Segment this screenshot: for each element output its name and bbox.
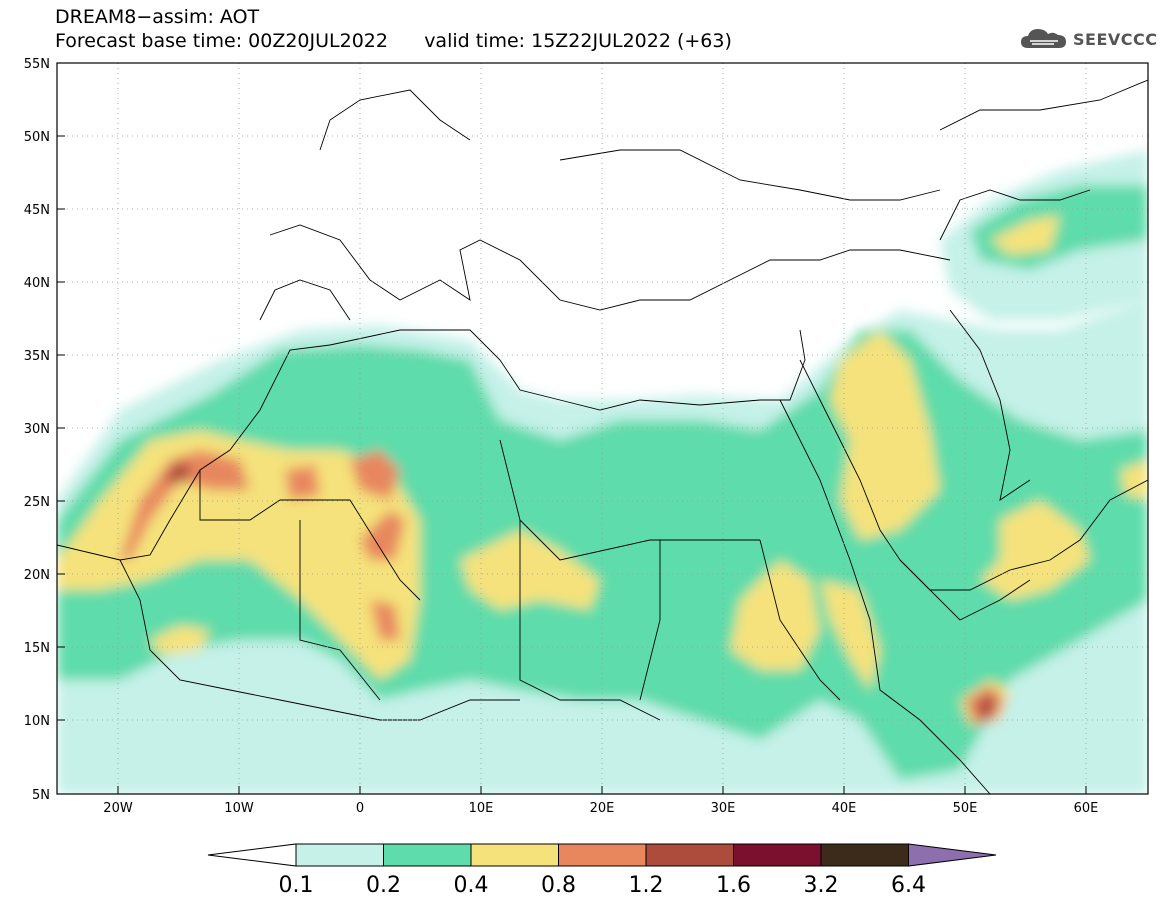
x-tick-label: 40E — [832, 801, 857, 816]
x-tick-label: 20W — [103, 801, 133, 816]
colorbar-swatch — [558, 843, 647, 867]
tick-marks — [57, 135, 1087, 794]
colorbar-label: 0.4 — [454, 873, 489, 898]
y-tick-label: 45N — [24, 203, 50, 218]
x-tick-label: 60E — [1074, 801, 1099, 816]
colorbar-swatch — [470, 843, 559, 867]
y-tick-label: 25N — [24, 495, 50, 510]
colorbar-lower-arrow — [207, 843, 297, 867]
y-tick-label: 10N — [24, 714, 50, 729]
colorbar-swatch — [295, 843, 384, 867]
y-tick-label: 5N — [32, 788, 50, 803]
colorbar-label: 3.2 — [804, 873, 839, 898]
colorbar-swatch — [645, 843, 734, 867]
colorbar-upper-arrow — [908, 843, 997, 867]
x-tick-label: 10W — [224, 801, 254, 816]
chart-title: DREAM8−assim: AOT — [55, 6, 260, 28]
forecast-times: Forecast base time: 00Z20JUL2022 valid t… — [55, 30, 732, 52]
x-tick-label: 20E — [590, 801, 615, 816]
colorbar-label: 0.8 — [541, 873, 576, 898]
colorbar-label: 6.4 — [891, 873, 926, 898]
x-tick-label: 50E — [953, 801, 978, 816]
aot-band-0.8 — [120, 450, 1005, 725]
grid-lines — [57, 63, 1148, 794]
y-tick-label: 35N — [24, 349, 50, 364]
y-tick-label: 55N — [24, 57, 50, 72]
cloud-icon — [1021, 29, 1066, 48]
colorbar-label: 0.2 — [366, 873, 401, 898]
aot-band-1.2 — [165, 460, 996, 722]
colorbar-swatch — [383, 843, 472, 867]
aot-field — [57, 150, 1148, 794]
colorbar-swatch — [733, 843, 822, 867]
logo-text: SEEVCCC — [1073, 29, 1158, 49]
x-tick-label: 10E — [469, 801, 494, 816]
colorbar-label: 1.2 — [629, 873, 664, 898]
y-tick-label: 15N — [24, 641, 50, 656]
y-tick-label: 50N — [24, 130, 50, 145]
coastlines — [57, 79, 1148, 794]
y-tick-label: 20N — [24, 568, 50, 583]
colorbar-swatch — [820, 843, 909, 867]
seevccc-logo: SEEVCCC — [1020, 26, 1158, 52]
y-tick-label: 40N — [24, 276, 50, 291]
colorbar-label: 1.6 — [716, 873, 751, 898]
colorbar-label: 0.1 — [279, 873, 314, 898]
x-tick-label: 30E — [711, 801, 736, 816]
y-tick-label: 30N — [24, 422, 50, 437]
colorbar — [207, 843, 997, 867]
x-tick-label: 0 — [356, 801, 364, 816]
